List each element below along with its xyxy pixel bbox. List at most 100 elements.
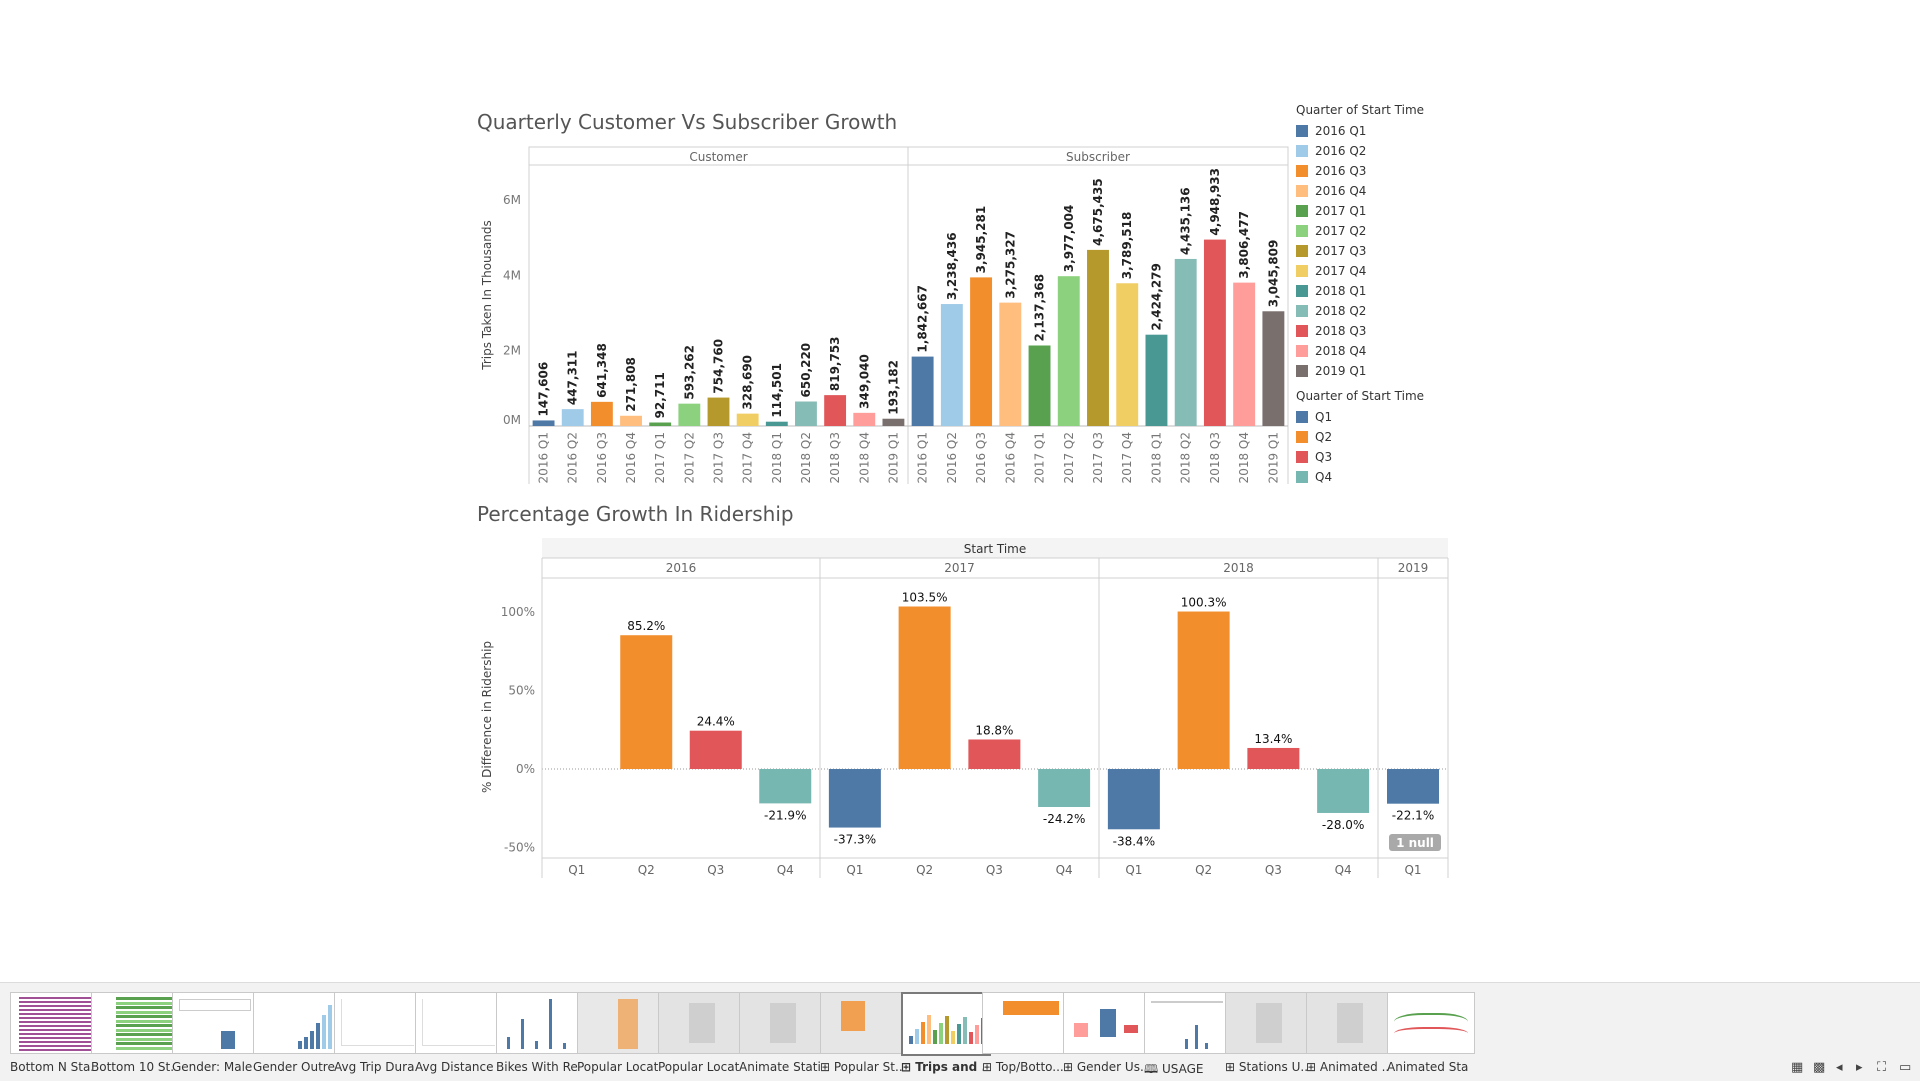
x-tick-label: 2017 Q4 — [741, 432, 755, 483]
legend2-item[interactable]: Q3 — [1296, 447, 1424, 467]
sheet-tab[interactable]: 🕮 USAGE — [1136, 986, 1232, 1078]
legend2-item[interactable]: Q1 — [1296, 407, 1424, 427]
legend1-item[interactable]: 2016 Q3 — [1296, 161, 1424, 181]
sheet-tab-label: 🕮 USAGE — [1144, 1062, 1204, 1076]
legend1-item[interactable]: 2017 Q1 — [1296, 201, 1424, 221]
legend1-item[interactable]: 2016 Q4 — [1296, 181, 1424, 201]
sheet-tab[interactable]: ⊞ Gender Us... — [1055, 986, 1151, 1078]
legend1-swatch — [1296, 185, 1308, 197]
start-time-header — [542, 538, 1448, 558]
grid-view-icon[interactable]: ▦ — [1791, 1060, 1804, 1075]
legend1-swatch — [1296, 165, 1308, 177]
legend-quarter: Quarter of Start Time Q1 Q2 Q3 Q4 — [1296, 389, 1424, 487]
sheet-tab-thumbnail[interactable] — [415, 992, 503, 1054]
legend1-swatch — [1296, 225, 1308, 237]
legend2-label: Q2 — [1315, 430, 1333, 444]
growth-bar-q3 — [968, 739, 1021, 769]
sheet-tab-thumbnail[interactable] — [1306, 992, 1394, 1054]
legend1-item[interactable]: 2016 Q2 — [1296, 141, 1424, 161]
sheet-tab-thumbnail[interactable] — [820, 992, 908, 1054]
growth-bar-q1 — [1107, 769, 1160, 830]
sheet-tab-thumbnail[interactable] — [10, 992, 98, 1054]
bar-data-label: 4,435,136 — [1179, 187, 1193, 255]
sheet-tab[interactable]: ⊞ Animated ... — [1298, 986, 1394, 1078]
bar-customer — [765, 421, 788, 426]
sheet-tab-thumbnail[interactable] — [1063, 992, 1151, 1054]
sheet-tab[interactable]: Gender Outre... — [245, 986, 341, 1078]
sheet-tab[interactable]: Popular Locat... — [569, 986, 665, 1078]
quarter-tick-label: Q1 — [568, 863, 585, 877]
sheet-tab-thumbnail[interactable] — [334, 992, 422, 1054]
filmstrip-icon[interactable]: ▩ — [1813, 1060, 1826, 1075]
sheet-tab[interactable]: Animate Stati... — [731, 986, 827, 1078]
legend2-item[interactable]: Q2 — [1296, 427, 1424, 447]
bar-data-label: 3,045,809 — [1266, 240, 1280, 308]
sheet-tab-thumbnail[interactable] — [577, 992, 665, 1054]
sheet-tab-thumbnail[interactable] — [496, 992, 584, 1054]
growth-data-label: -24.2% — [1043, 812, 1085, 826]
sheet-tab[interactable]: Bottom 10 St... — [83, 986, 179, 1078]
sheet-tab-thumbnail[interactable] — [1144, 992, 1232, 1054]
legend1-swatch — [1296, 145, 1308, 157]
legend1-item[interactable]: 2018 Q2 — [1296, 301, 1424, 321]
legend2-swatch — [1296, 471, 1308, 483]
bar-subscriber — [1203, 239, 1226, 426]
legend2-title: Quarter of Start Time — [1296, 389, 1425, 403]
presentation-icon[interactable]: ▭ — [1899, 1060, 1912, 1075]
sheet-tab[interactable]: ⊞ Popular St... — [812, 986, 908, 1078]
growth-bar-q4 — [759, 769, 812, 804]
legend1-item[interactable]: 2017 Q2 — [1296, 221, 1424, 241]
legend1-label: 2016 Q1 — [1315, 124, 1367, 138]
growth-data-label: 13.4% — [1254, 732, 1292, 746]
sheet-tab-thumbnail[interactable] — [1225, 992, 1313, 1054]
x-tick-label: 2018 Q3 — [1208, 432, 1222, 483]
bar-subscriber — [911, 356, 934, 426]
growth-bar-q1 — [1387, 769, 1439, 804]
year-header-label: 2017 — [944, 561, 975, 575]
bar-data-label: 1,842,667 — [916, 285, 930, 353]
legend1-item[interactable]: 2016 Q1 — [1296, 121, 1424, 141]
sheet-tab[interactable]: Bottom N Sta... — [2, 986, 98, 1078]
sheet-tab[interactable]: ⊞ Trips and ... — [893, 986, 991, 1078]
legend1-item[interactable]: 2018 Q3 — [1296, 321, 1424, 341]
sheet-tab-thumbnail[interactable] — [91, 992, 179, 1054]
x-tick-label: 2019 Q1 — [1266, 432, 1280, 483]
sheet-tab[interactable]: ⊞ Top/Botto... — [974, 986, 1070, 1078]
legend2-item[interactable]: Q4 — [1296, 467, 1424, 487]
sheet-tab-thumbnail[interactable] — [658, 992, 746, 1054]
null-badge-label: 1 null — [1396, 836, 1434, 850]
sheet-tab[interactable]: ⊞ Stations U... — [1217, 986, 1313, 1078]
x-tick-label: 2018 Q2 — [799, 432, 813, 483]
growth-data-label: -28.0% — [1322, 818, 1364, 832]
legend1-item[interactable]: 2018 Q1 — [1296, 281, 1424, 301]
sheet-tab[interactable]: Avg Trip Dura... — [326, 986, 422, 1078]
quarter-tick-label: Q2 — [1195, 863, 1212, 877]
growth-data-label: 100.3% — [1181, 596, 1227, 610]
quarter-tick-label: Q3 — [1265, 863, 1282, 877]
null-badge — [1389, 834, 1441, 851]
legend1-item[interactable]: 2017 Q3 — [1296, 241, 1424, 261]
legend1-item[interactable]: 2017 Q4 — [1296, 261, 1424, 281]
bar-customer — [649, 422, 672, 426]
x-tick-label: 2016 Q1 — [916, 432, 930, 483]
sheet-tab[interactable]: Animated Sta... — [1379, 986, 1475, 1078]
sheet-tab-label: Gender: Male ... — [172, 1060, 254, 1074]
legend1-item[interactable]: 2018 Q4 — [1296, 341, 1424, 361]
growth-bar-q4 — [1317, 769, 1370, 813]
sheet-tab[interactable]: Popular Locat... — [650, 986, 746, 1078]
x-tick-label: 2016 Q2 — [566, 432, 580, 483]
sheet-tab-thumbnail[interactable] — [901, 992, 991, 1056]
prev-sheet-icon[interactable]: ◂ — [1836, 1060, 1843, 1075]
sheet-tab[interactable]: Avg Distance ... — [407, 986, 503, 1078]
sheet-tab-label: ⊞ Top/Botto... — [982, 1060, 1064, 1074]
next-sheet-icon[interactable]: ▸ — [1856, 1060, 1863, 1075]
sheet-tab[interactable]: Gender: Male ... — [164, 986, 260, 1078]
bar-data-label: 641,348 — [595, 343, 609, 398]
sheet-tab-thumbnail[interactable] — [982, 992, 1070, 1054]
sheet-tab-thumbnail[interactable] — [1387, 992, 1475, 1054]
sheet-tab[interactable]: Bikes With Re... — [488, 986, 584, 1078]
growth-data-label: 24.4% — [697, 715, 735, 729]
legend1-item[interactable]: 2019 Q1 — [1296, 361, 1424, 381]
sheet-tab-thumbnail[interactable] — [253, 992, 341, 1054]
fullscreen-icon[interactable]: ⛶ — [1877, 1060, 1887, 1075]
